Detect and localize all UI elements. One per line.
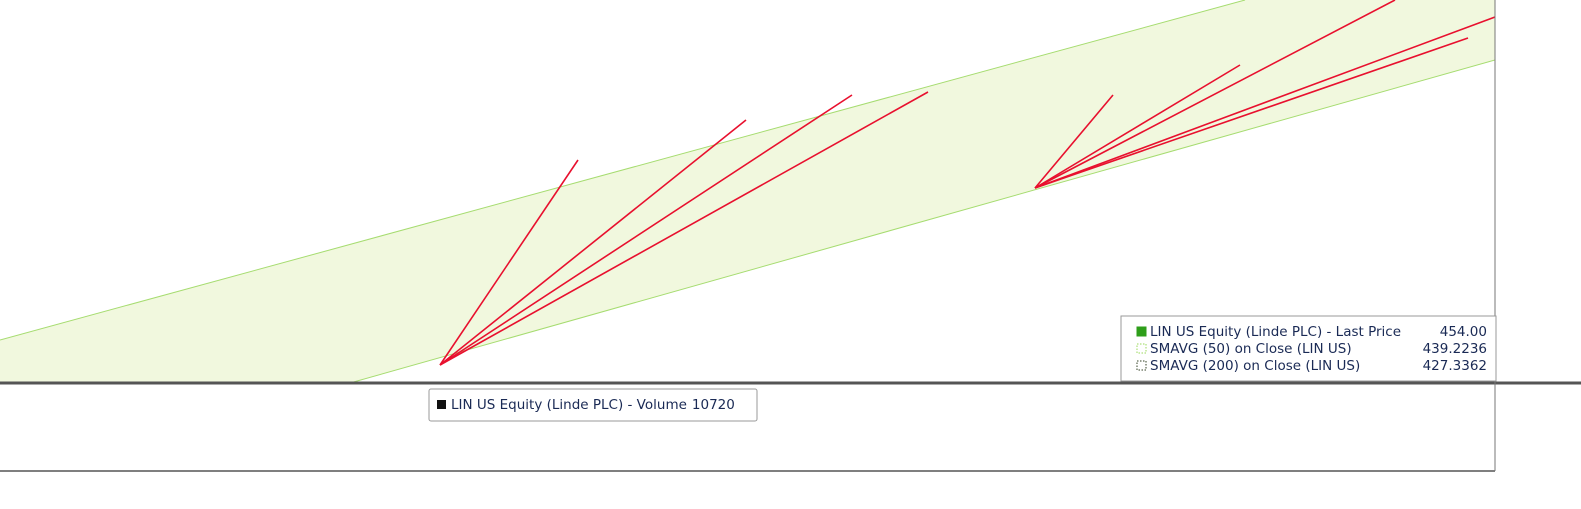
legend: LIN US Equity (Linde PLC) - Last Price 45…	[1120, 315, 1497, 382]
legend-icon	[1136, 326, 1147, 337]
legend-name: LIN US Equity (Linde PLC) - Volume	[451, 397, 687, 413]
legend-icon	[1136, 360, 1147, 371]
legend-icon	[1136, 343, 1147, 354]
legend-value: 454.00	[1440, 324, 1487, 340]
legend-label: LIN US Equity (Linde PLC) - Last Price	[1150, 324, 1401, 340]
legend-value: 10720	[692, 397, 735, 413]
legend-value: 427.3362	[1423, 358, 1487, 374]
legend-label: SMAVG (50) on Close (LIN US)	[1150, 341, 1352, 357]
legend-value: 439.2236	[1423, 341, 1487, 357]
legend-label: LIN US Equity (Linde PLC) - Volume 10720	[451, 397, 735, 413]
legend-label: SMAVG (200) on Close (LIN US)	[1150, 358, 1360, 374]
channel	[0, 0, 1495, 383]
legend-box	[1120, 315, 1497, 382]
trend-lines	[439, 0, 1495, 366]
volume-legend: LIN US Equity (Linde PLC) - Volume 10720	[428, 388, 758, 422]
legend-box	[428, 388, 758, 422]
legend-icon	[437, 400, 446, 409]
